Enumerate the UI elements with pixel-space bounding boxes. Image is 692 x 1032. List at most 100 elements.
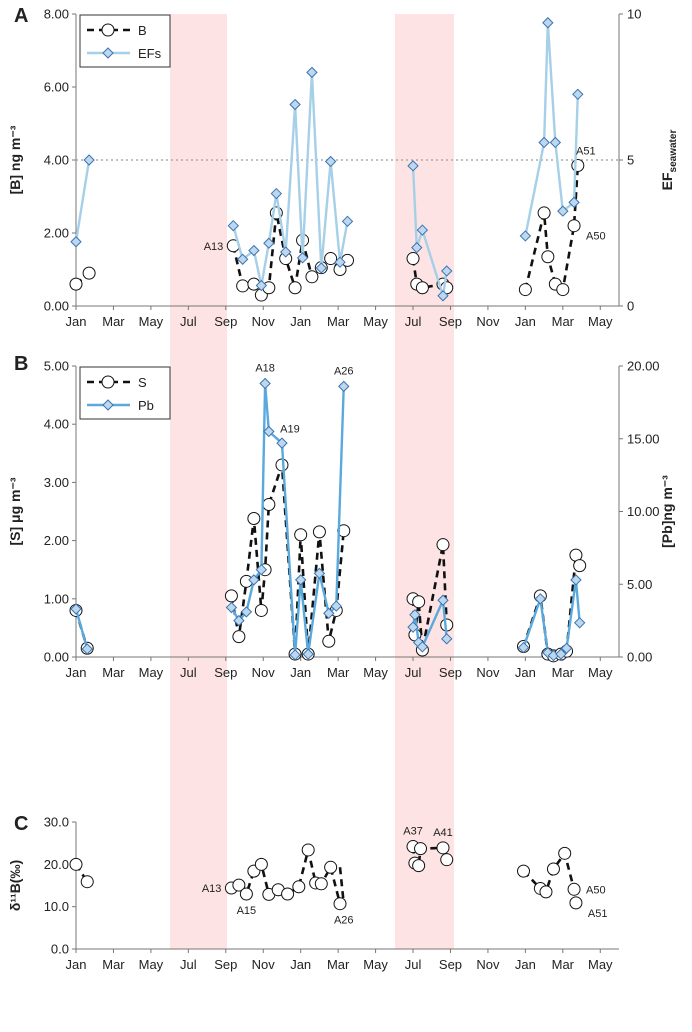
x-tick-label: Jul: [405, 957, 422, 972]
legend-label: Pb: [138, 398, 154, 413]
data-point: [334, 256, 346, 268]
x-tick-label: Mar: [102, 665, 125, 680]
legend: B EFs: [79, 14, 171, 68]
data-point: [263, 425, 275, 438]
data-point: [330, 600, 342, 612]
data-point: [232, 878, 246, 892]
y2-tick-label: 20.00: [627, 359, 660, 374]
y-tick-label: 20.0: [44, 857, 69, 872]
x-tick-label: Mar: [327, 665, 350, 680]
x-tick-label: Nov: [252, 957, 276, 972]
x-tick-label: Nov: [476, 665, 500, 680]
y-tick-label: 5.00: [44, 359, 69, 374]
data-point: [412, 859, 426, 873]
y2-tick-label: 5.00: [627, 577, 652, 592]
data-point: [322, 634, 336, 648]
data-point: [560, 642, 573, 654]
data-point: [437, 290, 449, 302]
data-point: [338, 380, 350, 393]
data-point: [573, 559, 587, 573]
data-point: [314, 877, 328, 891]
data-point: [255, 563, 268, 576]
data-point: [572, 88, 584, 101]
data-point: [247, 511, 261, 525]
x-tick-label: Nov: [476, 957, 500, 972]
data-point: [81, 643, 93, 655]
data-point: [240, 606, 253, 618]
data-point: [333, 897, 347, 911]
data-point: [225, 601, 238, 614]
y-tick-label: 6.00: [44, 80, 69, 95]
data-point: [537, 206, 551, 220]
data-point: [83, 154, 95, 166]
y2-tick-label: 10.00: [627, 504, 660, 519]
series-s: [69, 458, 587, 663]
data-point: [567, 882, 581, 896]
x-tick-label: Sep: [439, 665, 462, 680]
x-tick-label: May: [139, 957, 164, 972]
series-line-segment: [338, 867, 346, 904]
data-point: [569, 896, 583, 910]
y-tick-label: 2.00: [44, 226, 69, 241]
x-tick-label: May: [139, 314, 164, 329]
y-axis-label: [B] ng m⁻³: [7, 125, 23, 194]
data-point: [441, 633, 453, 645]
data-point: [436, 841, 450, 855]
series-line: [74, 608, 89, 650]
data-point: [302, 648, 314, 660]
panel-c: 0.0 10.0 20.0 30.0 Jan Mar May Jul Sep Nov Jan Mar M…: [7, 813, 619, 972]
data-point: [70, 603, 82, 615]
y-tick-label: 0.0: [51, 942, 69, 957]
panel-label: C: [14, 813, 28, 835]
data-point: [313, 567, 326, 580]
y-tick-label: 10.0: [44, 899, 69, 914]
y-tick-label: 1.00: [44, 591, 69, 606]
series-d11b: [69, 840, 583, 911]
x-tick-label: May: [363, 314, 388, 329]
x-tick-label: Jul: [180, 665, 197, 680]
data-point: [518, 283, 532, 297]
data-point: [254, 857, 268, 871]
x-tick-label: May: [363, 665, 388, 680]
series-line: [411, 258, 448, 290]
data-point: [441, 265, 453, 277]
data-point: [568, 196, 580, 209]
annotation: A51: [576, 145, 596, 157]
annotation: A50: [586, 231, 606, 243]
x-tick-label: Sep: [214, 957, 237, 972]
y2-tick-label: 0: [627, 299, 634, 314]
shaded-period-1: [170, 14, 227, 949]
data-point: [407, 621, 419, 633]
data-point: [224, 589, 238, 603]
data-point: [270, 187, 283, 200]
data-point: [288, 281, 302, 295]
series-b: [69, 158, 585, 302]
data-point: [436, 538, 450, 552]
annotation: A13: [202, 883, 222, 895]
x-tick-label: Sep: [439, 957, 462, 972]
legend-label: S: [138, 375, 147, 390]
y2-axis-label-main: [Pb]ng m⁻³: [659, 475, 675, 548]
data-point: [519, 230, 532, 242]
data-point: [517, 641, 530, 654]
data-point: [294, 528, 308, 542]
series-line: [74, 159, 91, 242]
data-point: [407, 160, 419, 172]
y-tick-label: 3.00: [44, 475, 69, 490]
data-point: [70, 236, 82, 248]
data-point: [254, 603, 268, 617]
data-point: [239, 887, 253, 901]
data-point: [301, 843, 315, 857]
panel-label: A: [14, 5, 28, 27]
y-tick-label: 4.00: [44, 153, 69, 168]
x-tick-label: Sep: [214, 665, 237, 680]
y-tick-label: 4.00: [44, 417, 69, 432]
legend-label: B: [138, 23, 147, 38]
data-point: [294, 574, 307, 586]
data-point: [416, 224, 429, 236]
data-point: [280, 246, 292, 258]
annotation: A26: [334, 365, 354, 377]
x-tick-label: Nov: [476, 314, 500, 329]
x-tick-label: Jan: [515, 314, 536, 329]
